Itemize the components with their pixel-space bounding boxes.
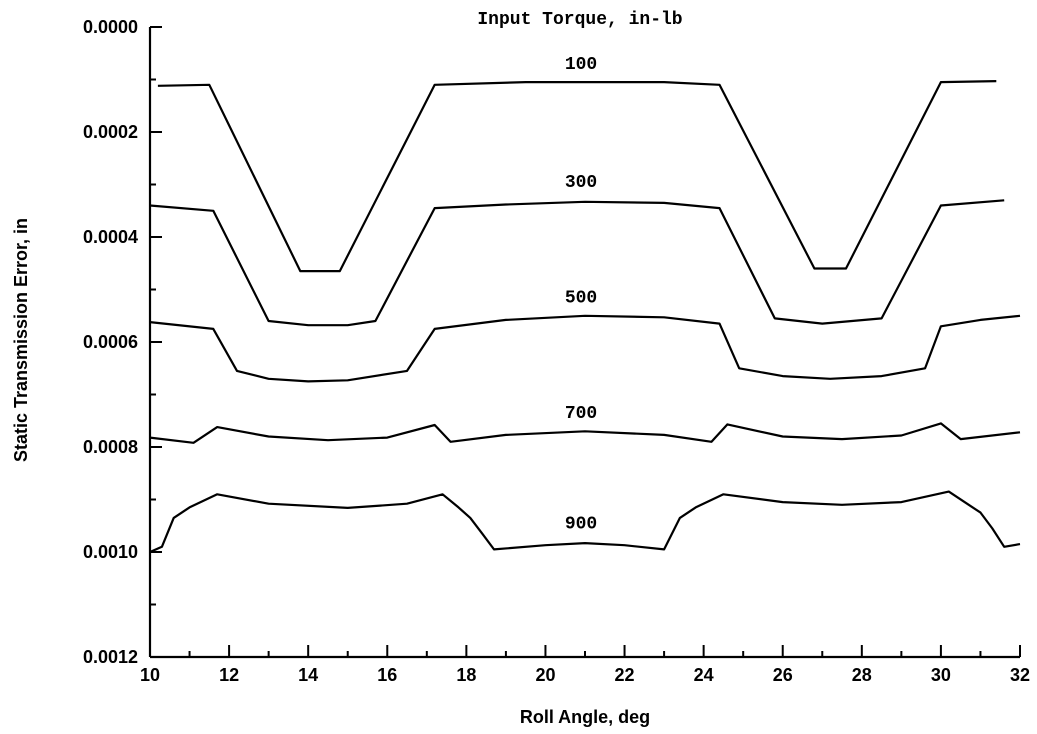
x-tick-label: 22: [615, 665, 635, 685]
y-tick-label: 0.0000: [83, 17, 138, 37]
x-tick-label: 10: [140, 665, 160, 685]
series-line-300: [149, 199, 1005, 327]
x-tick-label: 32: [1010, 665, 1030, 685]
x-tick-label: 20: [535, 665, 555, 685]
y-axis-title: Static Transmission Error, in: [11, 218, 31, 462]
series-line-700: [149, 422, 1021, 444]
axes: [148, 27, 1020, 659]
series-label-700: 700: [565, 404, 597, 424]
y-tick-label: 0.0002: [83, 122, 138, 142]
series-label-500: 500: [565, 289, 597, 309]
x-tick-label: 24: [694, 665, 714, 685]
series-label-100: 100: [565, 55, 597, 75]
series-label-300: 300: [565, 173, 597, 193]
x-tick-label: 12: [219, 665, 239, 685]
series-line-500: [149, 314, 1021, 383]
y-tick-label: 0.0008: [83, 437, 138, 457]
x-tick-label: 14: [298, 665, 318, 685]
chart-title: Input Torque, in-lb: [477, 10, 682, 30]
series-line-900: [149, 490, 1021, 554]
series-line-100: [157, 80, 997, 273]
x-ticks: 10 12 14 16 18 20 22 24 26 28 30 32: [140, 645, 1030, 685]
x-tick-label: 16: [377, 665, 397, 685]
y-tick-label: 0.0010: [83, 542, 138, 562]
x-axis-title: Roll Angle, deg: [520, 707, 650, 727]
y-tick-label: 0.0004: [83, 227, 138, 247]
x-tick-label: 28: [852, 665, 872, 685]
y-ticks: 0.0000 0.0002 0.0004 0.0006 0.0008 0.0010 0.00…: [83, 17, 162, 667]
x-tick-label: 26: [773, 665, 793, 685]
series-labels: 100 300 500 700 900: [565, 55, 597, 534]
y-tick-label: 0.0012: [83, 647, 138, 667]
x-tick-label: 30: [931, 665, 951, 685]
x-tick-label: 18: [456, 665, 476, 685]
series-group: [149, 80, 1021, 554]
series-label-900: 900: [565, 514, 597, 534]
y-tick-label: 0.0006: [83, 332, 138, 352]
